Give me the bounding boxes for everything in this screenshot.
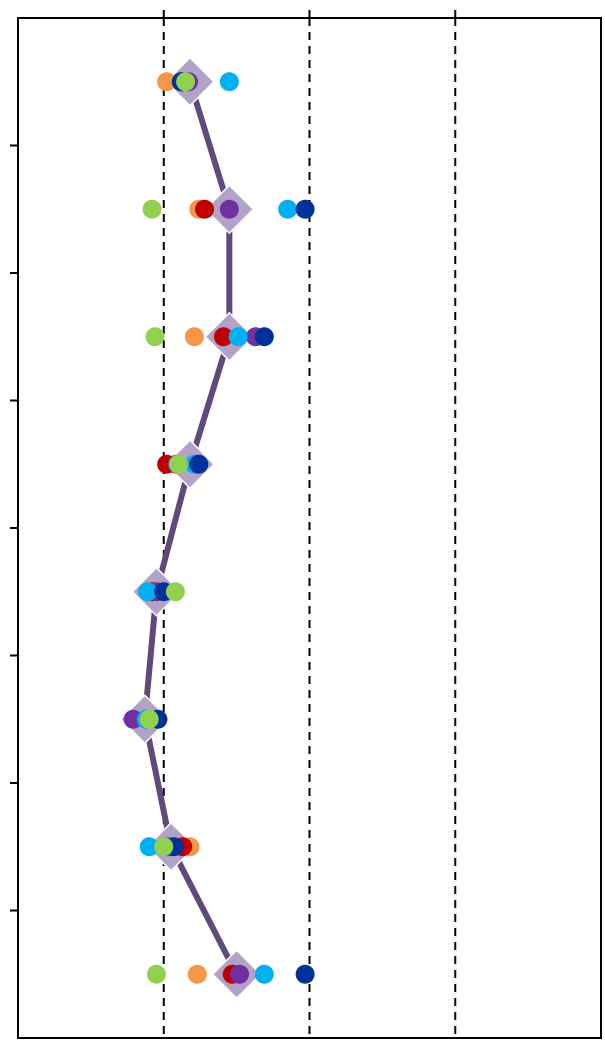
data-point-green xyxy=(176,72,196,92)
data-point-navy xyxy=(295,199,315,219)
data-point-navy xyxy=(189,454,209,474)
data-point-green xyxy=(145,327,165,347)
axes xyxy=(10,10,602,1039)
data-point-green xyxy=(168,454,188,474)
grid-lines xyxy=(162,18,457,1038)
data-point-cyan xyxy=(228,327,248,347)
data-point-navy xyxy=(295,964,315,984)
data-point-red xyxy=(195,199,215,219)
data-point-orange xyxy=(184,327,204,347)
data-point-cyan xyxy=(138,582,158,602)
data-point-green xyxy=(142,199,162,219)
data-point-purple xyxy=(219,199,239,219)
data-point-navy xyxy=(254,327,274,347)
data-point-orange xyxy=(187,964,207,984)
data-point-green xyxy=(154,837,174,857)
data-point-cyan xyxy=(139,837,159,857)
data-point-green xyxy=(139,709,159,729)
data-point-purple xyxy=(230,964,250,984)
data-point-green xyxy=(146,964,166,984)
data-points xyxy=(123,72,315,984)
data-point-cyan xyxy=(254,964,274,984)
data-point-orange xyxy=(157,72,177,92)
data-point-cyan xyxy=(219,72,239,92)
data-point-purple xyxy=(123,709,143,729)
data-point-cyan xyxy=(278,199,298,219)
mean-markers xyxy=(119,56,262,1000)
data-point-green xyxy=(165,582,185,602)
data-point-red xyxy=(214,327,234,347)
